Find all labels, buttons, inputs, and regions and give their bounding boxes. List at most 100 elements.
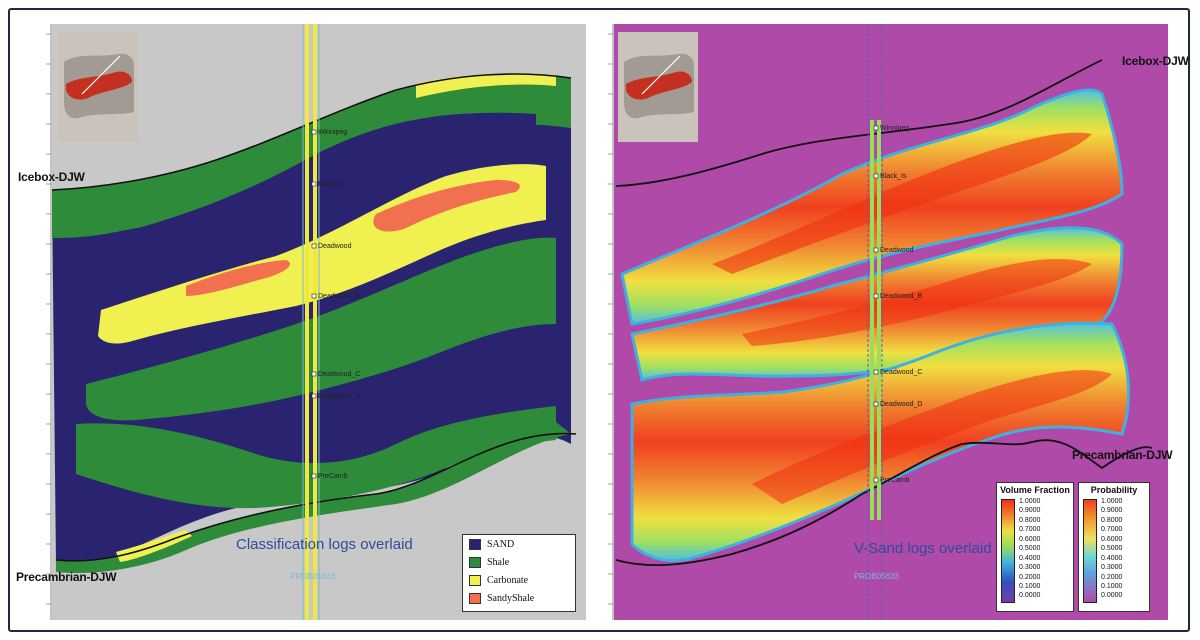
colorbar-ticks: 1.0000 0.9000 0.8000 0.7000 0.6000 0.5000 0.40… (1101, 497, 1122, 605)
sandyshale-patch-1 (373, 180, 520, 232)
shale-top-band (52, 74, 571, 238)
well-name-label: PROB05633 (290, 572, 335, 581)
well-top-marker (873, 477, 879, 483)
well-top-markers: Winnipeg Black_Is Deadwood Deadwood_B Deadwo… (873, 125, 922, 484)
location-map-inset (618, 32, 698, 142)
icebox-horizon-label: Icebox-DJW (1122, 54, 1189, 68)
classification-section-svg: Winnipeg Black_Is Deadwood Deadwood_B Deadwo… (16, 24, 586, 620)
well-top-marker (873, 125, 879, 131)
well-top-label: Black_Is (880, 173, 907, 180)
well-top-marker (873, 293, 879, 299)
colorbar-tick-label: 0.6000 (1019, 535, 1041, 543)
colorbar-tick-label: 0.4000 (1101, 554, 1123, 562)
volume-fraction-gradient (1001, 499, 1015, 603)
icebox-horizon-line (51, 73, 572, 191)
volume-fraction-colorbar: Volume Fraction 1.0000 0.9000 0.8000 0.7000… (996, 482, 1074, 612)
well-top-label: Deadwood_D (318, 393, 360, 400)
well-top-markers: Winnipeg Black_Is Deadwood Deadwood_B Deadwo… (311, 129, 360, 480)
vsand-log-track-1 (870, 120, 874, 520)
icebox-horizon-label: Icebox-DJW (18, 170, 85, 184)
colorbar-tick-label: 0.9000 (1019, 507, 1041, 515)
well-top-label: Deadwood (318, 243, 352, 250)
colorbar-title: Probability (1090, 485, 1138, 495)
well-log-track-1 (305, 24, 309, 620)
colorbar-tick-label: 0.3000 (1019, 564, 1041, 572)
depth-axis-ticks (46, 33, 51, 605)
shale-middle-band (86, 237, 556, 421)
vsand-log-track-2 (877, 120, 881, 520)
precambrian-horizon-label: Precambrian-DJW (16, 570, 117, 584)
colorbar-tick-label: 0.7000 (1101, 526, 1123, 534)
well-top-label: Deadwood_C (318, 371, 360, 378)
well-top-marker (311, 243, 317, 249)
location-map-inset (58, 32, 138, 142)
well-top-marker (311, 129, 317, 135)
well-top-label: Deadwood_B (880, 293, 922, 300)
well-top-marker (873, 401, 879, 407)
colorbar-ticks: 1.0000 0.9000 0.8000 0.7000 0.6000 0.5000 0.40… (1019, 497, 1040, 605)
well-top-label: Winnipeg (880, 125, 909, 132)
well-top-marker (873, 247, 879, 253)
sandyshale-patch-2 (186, 260, 290, 296)
colorbar-tick-label: 0.7000 (1019, 526, 1041, 534)
well-top-marker (873, 369, 879, 375)
sand-swatch (469, 538, 481, 550)
figure-frame (8, 8, 1190, 632)
well-top-marker (311, 473, 317, 479)
legend-label: SandyShale (487, 592, 535, 604)
depth-axis-ticks (608, 33, 613, 605)
classification-caption: Classification logs overlaid (236, 536, 413, 553)
depth-axis-strip (592, 24, 614, 620)
legend-item-carbonate: Carbonate (463, 571, 575, 589)
shale-lower-band (76, 406, 556, 509)
well-top-label: Black_Is (318, 181, 345, 188)
well-name-label: PROB05633 (854, 572, 899, 581)
well-top-marker (873, 173, 879, 179)
colorbar-tick-label: 0.2000 (1101, 573, 1123, 581)
carbonate-swatch (469, 574, 481, 586)
colorbar-tick-label: 0.0000 (1101, 592, 1123, 600)
vsand-section-panel: Winnipeg Black_Is Deadwood Deadwood_B Deadwo… (592, 24, 1189, 620)
shale-swatch (469, 556, 481, 568)
colorbar-tick-label: 0.2000 (1019, 573, 1041, 581)
well-top-label: Deadwood (880, 247, 914, 254)
precambrian-horizon-label: Precambrian-DJW (1072, 448, 1173, 462)
well-top-label: PreCamb (880, 477, 910, 484)
legend-item-shale: Shale (463, 553, 575, 571)
colorbar-tick-label: 0.4000 (1019, 554, 1041, 562)
well-top-marker (311, 393, 317, 399)
colorbar-tick-label: 0.9000 (1101, 507, 1123, 515)
colorbar-tick-label: 1.0000 (1101, 498, 1123, 505)
legend-label: SAND (487, 538, 515, 550)
well-top-label: Deadwood_D (880, 401, 922, 408)
well-top-label: Winnipeg (318, 129, 347, 136)
legend-label: Shale (487, 556, 510, 568)
well-log-track-2 (313, 24, 317, 620)
colorbar-tick-label: 0.3000 (1101, 564, 1123, 572)
colorbar-tick-label: 0.6000 (1101, 535, 1123, 543)
probability-gradient (1083, 499, 1097, 603)
legend-label: Carbonate (487, 574, 529, 586)
legend-item-sandyshale: SandyShale (463, 589, 575, 607)
well-top-label: Deadwood_B (318, 293, 360, 300)
probability-colorbar: Probability 1.0000 0.9000 0.8000 0.7000 0.60… (1078, 482, 1150, 612)
well-top-marker (311, 293, 317, 299)
icebox-horizon-line (615, 59, 1103, 187)
colorbar-tick-label: 0.0000 (1019, 592, 1041, 600)
well-top-label: PreCamb (318, 473, 348, 480)
well-top-marker (311, 181, 317, 187)
vsand-caption: V-Sand logs overlaid (854, 540, 992, 557)
precambrian-horizon-line (55, 432, 577, 562)
lithology-legend: SAND Shale Carbonate SandyShale (462, 534, 576, 612)
colorbar-tick-label: 0.5000 (1019, 545, 1041, 553)
legend-item-sand: SAND (463, 535, 575, 553)
sandyshale-swatch (469, 592, 481, 604)
colorbar-tick-label: 0.5000 (1101, 545, 1123, 553)
colorbar-tick-label: 1.0000 (1019, 498, 1041, 505)
classification-section-panel: Winnipeg Black_Is Deadwood Deadwood_B Deadwo… (16, 24, 586, 620)
precambrian-horizon-line (615, 439, 1153, 567)
colorbar-tick-label: 0.1000 (1101, 582, 1123, 590)
colorbar-tick-label: 0.8000 (1019, 516, 1041, 524)
colorbar-tick-label: 0.1000 (1019, 582, 1041, 590)
colorbar-tick-label: 0.8000 (1101, 516, 1123, 524)
